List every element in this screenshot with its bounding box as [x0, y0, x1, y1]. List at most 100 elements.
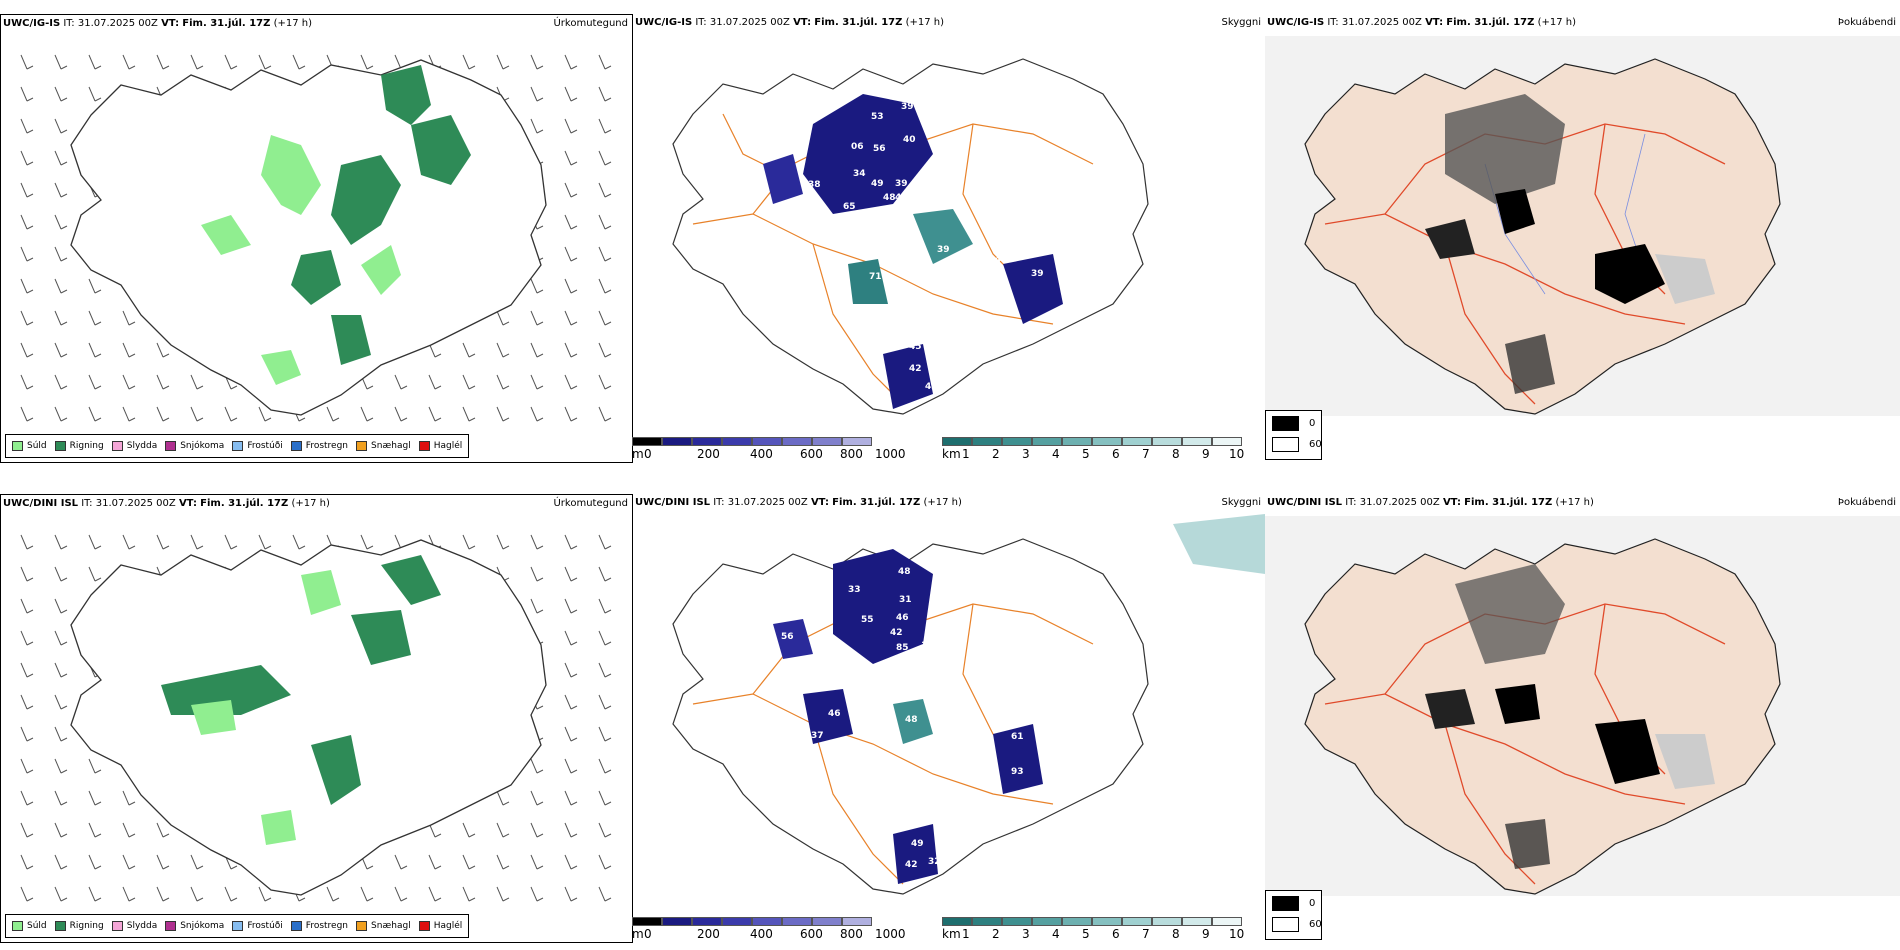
wind-barb	[394, 406, 408, 422]
wind-barb	[360, 534, 374, 550]
wind-barb	[122, 342, 136, 358]
ceiling-label: 65	[843, 202, 856, 212]
ceiling-areas	[763, 94, 1063, 409]
wind-barb	[190, 54, 204, 70]
colorbar-unit: m	[632, 927, 644, 941]
ceiling-label: 55	[861, 615, 874, 625]
legend-item: Slydda	[111, 441, 157, 451]
panel-title: UWC/DINI ISL IT: 31.07.2025 00Z VT: Fim.…	[1267, 497, 1594, 508]
ceiling-label: 71	[869, 272, 882, 282]
ceiling-label: 34	[853, 169, 866, 179]
wind-barb	[54, 534, 68, 550]
wind-barb	[54, 182, 68, 198]
wind-barb	[496, 822, 510, 838]
wind-barb	[224, 406, 238, 422]
wind-barb	[20, 406, 34, 422]
wind-barb	[530, 854, 544, 870]
wind-barb	[20, 534, 34, 550]
ceiling-label: 85	[896, 643, 909, 653]
wind-barb	[54, 598, 68, 614]
ceiling-label: 06	[851, 142, 864, 152]
wind-barb	[122, 822, 136, 838]
wind-barb	[598, 54, 612, 70]
wind-barb	[428, 886, 442, 902]
wind-barb	[326, 886, 340, 902]
wind-barb	[598, 342, 612, 358]
wind-barb	[598, 662, 612, 678]
wind-barb	[530, 758, 544, 774]
wind-barb	[564, 662, 578, 678]
ceiling-label: 96	[906, 819, 919, 829]
wind-barb	[54, 694, 68, 710]
legend-swatch	[290, 441, 302, 451]
ceiling-label: 37	[811, 731, 824, 741]
colorbar-cell	[692, 437, 722, 446]
wind-barb	[530, 822, 544, 838]
wind-barb	[564, 822, 578, 838]
wind-barb	[20, 182, 34, 198]
wind-barb	[122, 790, 136, 806]
wind-barb	[564, 790, 578, 806]
wind-barb	[496, 54, 510, 70]
colorbar-cell	[842, 437, 872, 446]
wind-barb	[54, 662, 68, 678]
wind-barb	[598, 310, 612, 326]
wind-barb	[224, 886, 238, 902]
wind-barb	[564, 214, 578, 230]
wind-barb	[598, 86, 612, 102]
wind-barb	[530, 278, 544, 294]
wind-barb	[88, 534, 102, 550]
wind-barb	[224, 534, 238, 550]
wind-barb	[564, 86, 578, 102]
wind-barb	[54, 150, 68, 166]
wind-barb	[122, 374, 136, 390]
ceiling-label: 42	[905, 860, 918, 870]
ceiling-label: 13	[921, 641, 934, 651]
wind-barb	[496, 342, 510, 358]
wind-barb	[54, 854, 68, 870]
wind-barb	[156, 342, 170, 358]
wind-barb	[598, 694, 612, 710]
precip-type-panel-row1: UWC/IG-IS IT: 31.07.2025 00Z VT: Fim. 31…	[0, 14, 633, 463]
wind-barb	[530, 118, 544, 134]
panel-field-name: Skyggni	[1221, 17, 1261, 28]
wind-barb	[156, 822, 170, 838]
colorbar-cell	[812, 437, 842, 446]
wind-barb	[530, 566, 544, 582]
wind-barb	[462, 54, 476, 70]
cloud-base-colorbar: m 0 200 400 600 800 1000	[632, 437, 906, 462]
ceiling-label: 40	[903, 135, 916, 145]
wind-barb	[462, 822, 476, 838]
legend-swatch	[54, 441, 66, 451]
fog-areas	[1425, 94, 1715, 394]
wind-barb	[530, 598, 544, 614]
precip-map	[20, 54, 612, 422]
wind-barb	[54, 630, 68, 646]
ceiling-label: 86	[819, 675, 832, 685]
fog-swatch	[1272, 437, 1299, 452]
ceiling-label: 52	[928, 267, 941, 277]
wind-barb	[598, 630, 612, 646]
wind-barb	[530, 406, 544, 422]
panel-title: UWC/IG-IS IT: 31.07.2025 00Z VT: Fim. 31…	[635, 17, 944, 28]
wind-barb	[462, 342, 476, 358]
legend-swatch	[165, 441, 177, 451]
wind-barb	[598, 118, 612, 134]
wind-barb	[292, 54, 306, 70]
wind-barb	[258, 54, 272, 70]
wind-barb	[598, 278, 612, 294]
wind-barb	[462, 854, 476, 870]
ceiling-label: 46	[896, 613, 909, 623]
wind-barb	[598, 534, 612, 550]
wind-barb	[598, 406, 612, 422]
panel-field-name: Þokuábendi	[1837, 17, 1896, 28]
legend-item: Frostúði	[232, 441, 283, 451]
wind-barb	[564, 150, 578, 166]
wind-barb	[54, 214, 68, 230]
panel-field-name: Skyggni	[1221, 497, 1261, 508]
wind-barb	[54, 758, 68, 774]
wind-barb	[20, 854, 34, 870]
wind-barb	[88, 374, 102, 390]
wind-barb	[156, 374, 170, 390]
panel-field-name: Úrkomutegund	[553, 498, 628, 509]
